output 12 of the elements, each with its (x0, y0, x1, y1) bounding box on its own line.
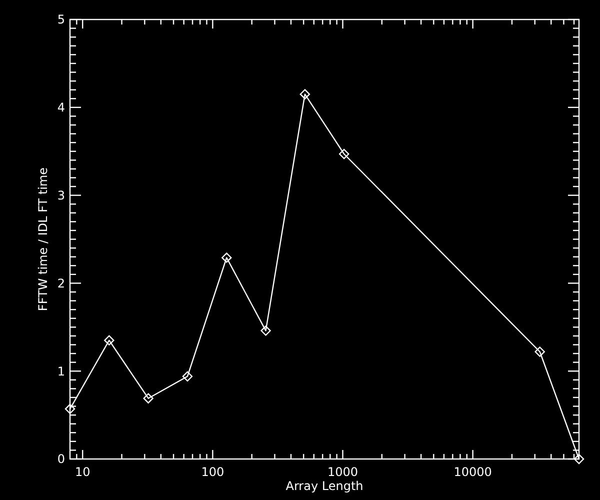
x-tick-label: 1000 (327, 465, 358, 479)
y-tick-label: 1 (57, 364, 65, 378)
x-tick-label: 10 (74, 465, 90, 479)
y-tick-label: 4 (57, 100, 65, 115)
y-tick-label: 2 (57, 276, 65, 290)
y-axis-title: FFTW time / IDL FT time (36, 167, 50, 312)
y-tick-label: 0 (57, 452, 65, 466)
x-tick-label: 10000 (454, 465, 492, 479)
x-tick-label: 100 (201, 465, 224, 479)
x-axis-title: Array Length (286, 479, 364, 493)
y-tick-label: 5 (57, 12, 65, 27)
y-tick-label: 3 (57, 188, 65, 202)
